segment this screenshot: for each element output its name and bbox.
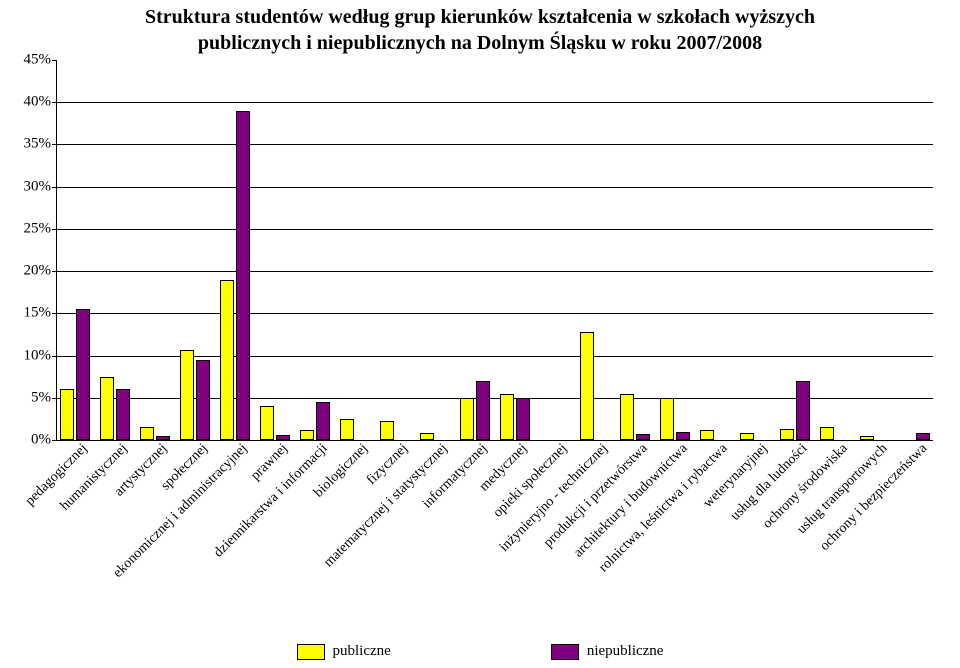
y-tick-label: 10% xyxy=(24,347,52,364)
bar-niepubliczne xyxy=(796,381,810,440)
plot-area: 0%5%10%15%20%25%30%35%40%45% pedagogiczn… xyxy=(56,60,932,621)
gridline xyxy=(57,271,933,272)
legend-swatch xyxy=(297,644,325,660)
bar-niepubliczne xyxy=(156,436,170,440)
y-tick-mark xyxy=(52,271,57,272)
bar-publiczne xyxy=(260,406,274,440)
bar-niepubliczne xyxy=(916,433,930,440)
bar-niepubliczne xyxy=(196,360,210,440)
bar-niepubliczne xyxy=(516,398,530,440)
legend-label: publiczne xyxy=(333,643,391,660)
bar-publiczne xyxy=(60,389,74,440)
bar-publiczne xyxy=(660,398,674,440)
y-tick-label: 30% xyxy=(24,178,52,195)
y-tick-label: 40% xyxy=(24,94,52,111)
y-tick-label: 0% xyxy=(31,432,51,449)
bar-publiczne xyxy=(740,433,754,440)
y-tick-label: 25% xyxy=(24,220,52,237)
y-tick-label: 45% xyxy=(24,52,52,69)
y-tick-mark xyxy=(52,229,57,230)
bar-publiczne xyxy=(140,427,154,440)
bar-publiczne xyxy=(500,394,514,440)
gridline xyxy=(57,313,933,314)
y-tick-label: 5% xyxy=(31,389,51,406)
bar-publiczne xyxy=(380,421,394,440)
chart-title: Struktura studentów według grup kierunkó… xyxy=(0,0,960,56)
bar-niepubliczne xyxy=(476,381,490,440)
bar-publiczne xyxy=(460,398,474,440)
bar-niepubliczne xyxy=(636,434,650,440)
y-tick-mark xyxy=(52,187,57,188)
y-tick-mark xyxy=(52,313,57,314)
bar-niepubliczne xyxy=(676,432,690,440)
bar-niepubliczne xyxy=(236,111,250,440)
y-tick-mark xyxy=(52,60,57,61)
legend-swatch xyxy=(551,644,579,660)
bar-publiczne xyxy=(700,430,714,440)
bar-publiczne xyxy=(780,429,794,440)
bar-niepubliczne xyxy=(116,389,130,440)
legend-item-publiczne: publiczne xyxy=(297,643,391,660)
bar-publiczne xyxy=(340,419,354,440)
gridline xyxy=(57,187,933,188)
legend-label: niepubliczne xyxy=(587,643,664,660)
y-tick-label: 35% xyxy=(24,136,52,153)
gridline xyxy=(57,229,933,230)
y-tick-mark xyxy=(52,102,57,103)
y-tick-label: 20% xyxy=(24,263,52,280)
y-tick-mark xyxy=(52,144,57,145)
bar-publiczne xyxy=(100,377,114,440)
bar-publiczne xyxy=(220,280,234,440)
bar-publiczne xyxy=(620,394,634,440)
bar-niepubliczne xyxy=(276,435,290,440)
y-tick-mark xyxy=(52,398,57,399)
legend-item-niepubliczne: niepubliczne xyxy=(551,643,664,660)
bar-publiczne xyxy=(300,430,314,440)
bar-niepubliczne xyxy=(76,309,90,440)
gridline xyxy=(57,102,933,103)
y-tick-label: 15% xyxy=(24,305,52,322)
bar-publiczne xyxy=(420,433,434,440)
bar-publiczne xyxy=(820,427,834,440)
bar-publiczne xyxy=(580,332,594,440)
y-tick-mark xyxy=(52,356,57,357)
legend: publiczne niepubliczne xyxy=(0,643,960,660)
bar-niepubliczne xyxy=(316,402,330,440)
bar-publiczne xyxy=(860,436,874,440)
bar-publiczne xyxy=(180,350,194,440)
gridline xyxy=(57,144,933,145)
